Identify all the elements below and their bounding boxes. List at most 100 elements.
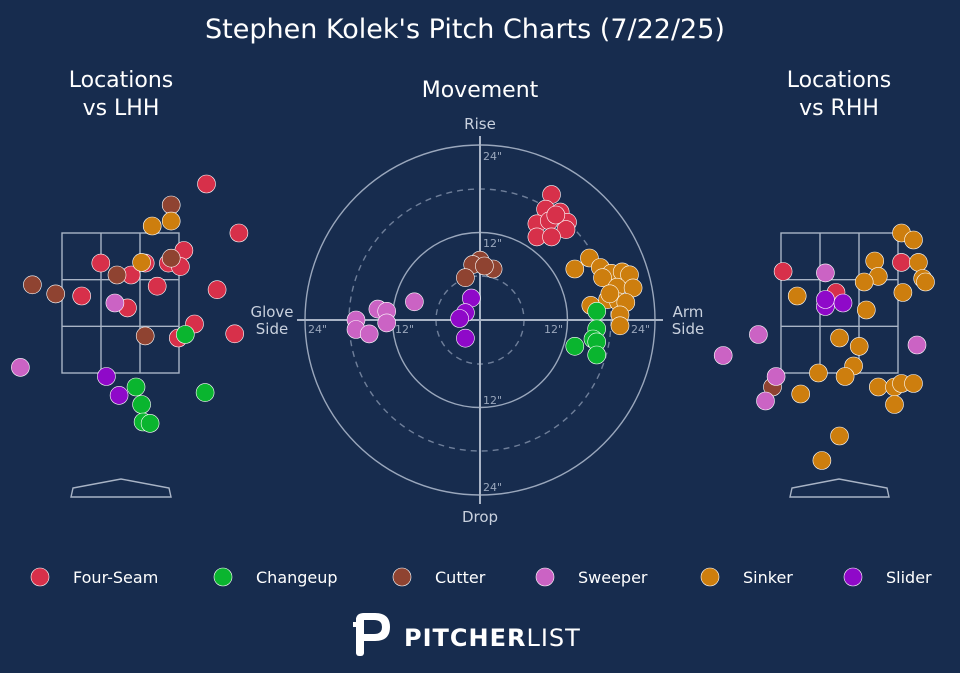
rhh-point-slider [816, 290, 835, 309]
lhh-point-slider [109, 386, 129, 405]
legend-label-sinker: Sinker [743, 568, 793, 587]
lhh-point-sweeper [11, 358, 30, 377]
ring-label-left-12: 12" [395, 323, 414, 336]
rhh-location-panel [713, 223, 935, 498]
legend-label-four-seam: Four-Seam [73, 568, 158, 587]
lhh-point-four-seam [147, 276, 167, 296]
rhh-point-four-seam [773, 262, 793, 281]
lhh-point-sweeper [105, 293, 125, 313]
lhh-title-line2: vs LHH [83, 96, 160, 121]
legend-marker-sweeper [535, 567, 555, 587]
rhh-point-sinker [893, 283, 913, 302]
lhh-point-cutter [107, 265, 127, 285]
rhh-point-sinker [904, 374, 923, 393]
movement-point-sinker [610, 316, 630, 336]
rhh-point-sinker [854, 272, 874, 292]
movement-point-four-seam [542, 227, 561, 247]
movement-point-changeup [587, 301, 607, 321]
lhh-point-cutter [161, 248, 181, 268]
movement-point-changeup [587, 345, 607, 365]
lhh-point-changeup [132, 395, 151, 414]
movement-point-sweeper [359, 324, 379, 344]
movement-point-changeup [565, 336, 585, 356]
legend-marker-cutter [392, 567, 412, 587]
lhh-point-cutter [23, 275, 42, 295]
movement-point-slider [456, 328, 475, 348]
rhh-point-sinker [868, 377, 888, 397]
lhh-point-four-seam [72, 286, 91, 306]
lhh-point-changeup [140, 414, 160, 433]
rhh-home-plate [789, 478, 890, 498]
rhh-point-sinker [791, 384, 811, 404]
legend-item-changeup: Changeup [213, 567, 338, 587]
ring-label-right-24: 24" [631, 323, 650, 336]
rhh-point-four-seam [892, 253, 911, 272]
lhh-points [11, 174, 249, 433]
rhh-point-sinker [809, 363, 828, 383]
arm-side-label-line2: Side [672, 320, 704, 338]
legend-label-slider: Slider [886, 568, 932, 587]
rhh-point-sinker [830, 426, 849, 446]
movement-point-slider [450, 309, 469, 328]
legend-marker-slider [843, 567, 863, 587]
rhh-point-slider [833, 293, 853, 313]
ring-label-right-12: 12" [544, 323, 563, 336]
chart-title: Stephen Kolek's Pitch Charts (7/22/25) [205, 14, 725, 45]
legend-label-sweeper: Sweeper [578, 568, 648, 587]
rhh-point-sweeper [816, 263, 835, 283]
rhh-point-sweeper [907, 335, 927, 355]
lhh-point-sinker [142, 216, 162, 236]
lhh-point-four-seam [197, 174, 216, 194]
ring-label-top-12: 12" [483, 237, 502, 250]
rhh-point-sweeper [766, 367, 786, 386]
movement-point-sweeper [405, 292, 424, 312]
legend-marker-sinker [700, 567, 720, 587]
rhh-point-sinker [865, 251, 885, 271]
rhh-point-sinker [812, 451, 832, 470]
glove-side-label-line1: Glove [250, 303, 293, 321]
lhh-point-four-seam [91, 253, 111, 273]
lhh-point-cutter [46, 284, 66, 304]
rhh-point-sinker [787, 286, 807, 306]
rhh-point-sinker [830, 328, 849, 348]
rhh-point-sinker [916, 272, 935, 292]
logo-text-bold: PITCHERLIST [404, 624, 581, 652]
glove-side-label-line2: Side [256, 320, 288, 338]
rhh-title-line2: vs RHH [799, 96, 879, 121]
legend-marker-changeup [213, 567, 233, 587]
drop-label: Drop [462, 508, 498, 526]
rhh-point-sinker [856, 300, 876, 320]
lhh-point-sinker [161, 211, 181, 231]
movement-point-cutter [475, 256, 494, 276]
legend-marker-four-seam [30, 567, 50, 587]
rise-label: Rise [464, 115, 496, 133]
pitcherlist-logo: PITCHERLIST [353, 613, 581, 656]
rhh-point-sweeper [756, 391, 775, 411]
ring-label-top-24: 24" [483, 150, 502, 163]
rhh-point-sweeper [713, 346, 733, 365]
lhh-point-cutter [135, 326, 155, 346]
lhh-point-four-seam [225, 324, 244, 344]
lhh-point-changeup [176, 325, 195, 344]
rhh-points [713, 223, 935, 470]
legend-item-sweeper: Sweeper [535, 567, 648, 587]
lhh-home-plate [70, 478, 172, 498]
legend-item-cutter: Cutter [392, 567, 486, 587]
lhh-point-four-seam [207, 280, 227, 300]
movement-point-sinker [565, 259, 585, 279]
movement-panel: Rise Drop Glove Side Arm Side 24" 12" 12… [250, 115, 704, 526]
pitcherlist-logo-icon [353, 613, 390, 656]
rhh-title-line1: Locations [787, 68, 892, 93]
lhh-point-cutter [161, 195, 181, 215]
movement-point-sweeper [377, 313, 397, 333]
legend-item-sinker: Sinker [700, 567, 793, 587]
legend-item-four-seam: Four-Seam [30, 567, 158, 587]
ring-label-bottom-24: 24" [483, 481, 502, 494]
rhh-point-sinker [849, 337, 869, 356]
rhh-point-sinker [909, 253, 928, 272]
lhh-title-line1: Locations [69, 68, 174, 93]
rhh-point-sinker [904, 230, 923, 250]
lhh-point-four-seam [229, 223, 249, 243]
movement-point-sinker [593, 268, 612, 288]
